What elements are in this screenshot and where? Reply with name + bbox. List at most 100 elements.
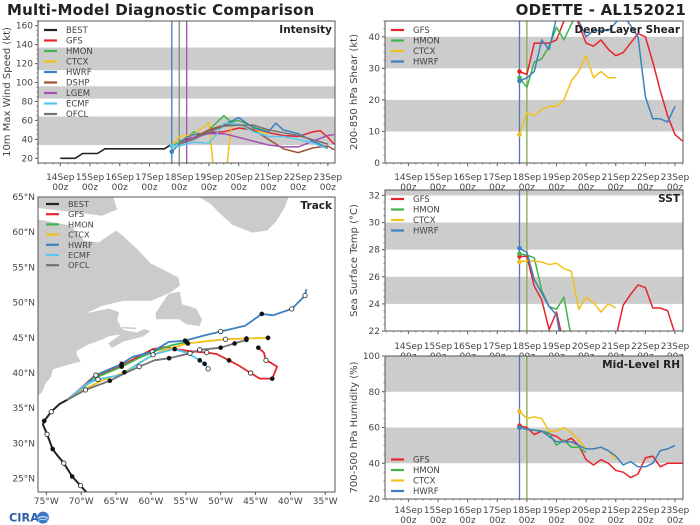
track-point-filled (244, 337, 249, 343)
legend-item: CTCX (46, 230, 90, 240)
map-frame (37, 196, 336, 493)
x-tick-hour: 00z (430, 183, 446, 193)
shear-panel: 01020304014Sep00z15Sep00z16Sep00z17Sep00… (349, 20, 689, 193)
x-tick-date: 22Sep (631, 506, 660, 516)
series-start-marker-hmon (517, 75, 522, 81)
y-tick-label: 120 (16, 60, 33, 70)
lat-tick-label: 45°N (12, 334, 35, 344)
lat-tick-label: 40°N (12, 369, 35, 379)
track-point-filled (256, 345, 261, 350)
shaded-band (385, 222, 683, 250)
lon-tick-label: 55°W (173, 497, 198, 507)
series-line-hwrf (519, 247, 560, 331)
y-tick-label: 20 (369, 495, 381, 505)
lat-tick-label: 55°N (12, 263, 35, 273)
legend-item: HMON (46, 219, 94, 229)
x-tick-date: 23Sep (661, 342, 690, 352)
x-tick-date: 17Sep (483, 342, 512, 352)
track-point-open (263, 357, 269, 363)
x-tick-hour: 00z (460, 516, 476, 525)
legend-item: GFS (391, 26, 430, 36)
legend-label: HWRF (413, 58, 439, 68)
series-start-marker-ctcx (517, 259, 522, 265)
x-tick-date: 18Sep (165, 173, 194, 183)
y-tick-label: 80 (369, 388, 381, 398)
track-point-filled (166, 355, 172, 361)
series-line-gfs (519, 255, 562, 331)
track-point-filled (50, 446, 55, 452)
x-tick-date: 20Sep (572, 173, 601, 183)
track-point-open (218, 328, 224, 335)
x-tick-hour: 00z (578, 183, 594, 193)
series-line-ctcx (519, 259, 617, 313)
legend-item: HMON (391, 37, 440, 47)
track-point-filled (107, 378, 113, 384)
x-tick-date: 20Sep (224, 173, 253, 183)
legend-label: OFCL (66, 110, 89, 120)
legend-item: BEST (46, 199, 90, 209)
legend-label: HWRF (413, 227, 439, 237)
x-tick-hour: 00z (400, 183, 416, 193)
x-tick-date: 15Sep (424, 506, 453, 516)
lat-tick-label: 25°N (12, 475, 35, 485)
x-tick-hour: 00z (489, 516, 505, 525)
series-start-marker-ctcx (517, 132, 522, 137)
x-tick-date: 22Sep (631, 173, 660, 183)
y-tick-label: 40 (369, 33, 381, 43)
x-tick-date: 15Sep (424, 342, 453, 352)
y-tick-label: 100 (16, 79, 33, 89)
x-tick-date: 16Sep (453, 342, 482, 352)
x-tick-date: 19Sep (542, 342, 571, 352)
legend-item: OFCL (44, 110, 89, 120)
lon-tick-label: 35°W (313, 497, 338, 507)
track-point-filled (259, 311, 265, 317)
shaded-band (385, 190, 683, 196)
legend-item: GFS (46, 209, 84, 219)
track-point-filled (218, 345, 223, 350)
series-start-marker-hwrf (517, 245, 522, 251)
x-tick-hour: 00z (608, 516, 624, 525)
legend-label: CTCX (413, 216, 436, 226)
series-start-marker-hwrf (517, 425, 522, 430)
x-tick-date: 14Sep (394, 173, 423, 183)
track-point-filled (265, 335, 271, 341)
y-tick-label: 40 (369, 459, 381, 469)
y-tick-label: 160 (16, 22, 33, 32)
legend-label: ECMF (66, 100, 90, 110)
y-tick-label: 80 (22, 97, 34, 107)
legend-item: BEST (44, 26, 89, 36)
y-tick-label: 60 (369, 424, 381, 434)
legend-item: HWRF (44, 68, 92, 78)
x-tick-date: 22Sep (284, 173, 313, 183)
lat-tick-label: 30°N (12, 439, 35, 449)
x-tick-hour: 00z (231, 183, 247, 193)
track-point-filled (226, 358, 232, 363)
legend-label: BEST (66, 26, 89, 36)
x-tick-hour: 00z (637, 516, 653, 525)
legend-label: GFS (66, 37, 83, 47)
y-tick-label: 24 (369, 300, 381, 310)
track-panel: 75°W 70°W 65°W 60°W 55°W 50°W 45°W 40°W 35°W 25°N… (12, 193, 337, 507)
series-start-marker-ecmf (169, 143, 175, 149)
series-line-ctcx (518, 54, 616, 135)
track-point-filled (182, 338, 188, 343)
legend-label: HMON (68, 219, 94, 229)
legend-label: CTCX (413, 47, 436, 57)
x-tick-date: 14Sep (394, 342, 423, 352)
x-tick-date: 16Sep (106, 173, 135, 183)
panel-title: Mid-Level RH (602, 359, 680, 371)
x-tick-hour: 00z (637, 183, 653, 193)
x-tick-hour: 00z (430, 516, 446, 525)
legend-item: HWRF (391, 227, 439, 237)
baffin-land (38, 197, 118, 217)
x-tick-date: 15Sep (76, 173, 105, 183)
legend-label: LGEM (66, 89, 90, 99)
x-tick-date: 14Sep (46, 173, 75, 183)
legend-label: HMON (413, 206, 440, 216)
x-tick-hour: 00z (290, 183, 306, 193)
lat-tick-label: 65°N (12, 193, 35, 203)
track-line-ofcl (66, 339, 247, 401)
